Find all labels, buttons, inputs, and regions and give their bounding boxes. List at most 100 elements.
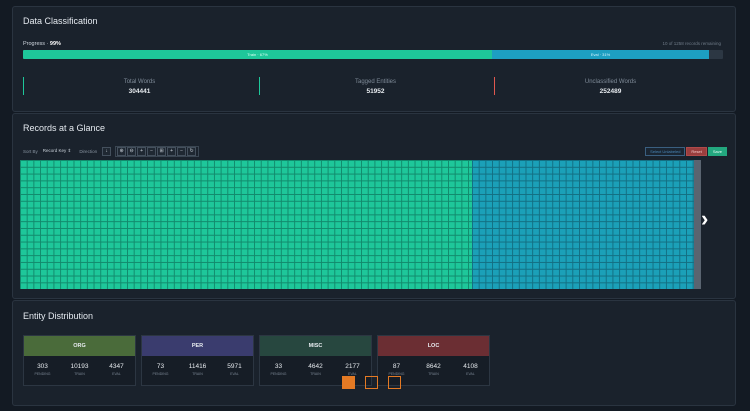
stat-value: 252489 bbox=[599, 88, 622, 95]
records-toolbar: Sort By Record Key ⇕ Direction ↓ ⊕ ⊖ + −… bbox=[23, 145, 200, 157]
entity-pagination bbox=[342, 376, 401, 389]
entity-distribution-panel: Entity Distribution ORG 303 PENDING 10193 TR… bbox=[12, 300, 736, 406]
records-grid[interactable] bbox=[20, 160, 705, 289]
entity-stat-value: 4642 bbox=[308, 363, 323, 370]
entity-stat-label: PENDING bbox=[34, 372, 51, 376]
entity-stat-label: TRAIN bbox=[192, 372, 203, 376]
sort-direction-icon[interactable]: ↓ bbox=[102, 146, 112, 156]
direction-label: Direction bbox=[79, 148, 98, 154]
entity-stat-value: 2177 bbox=[345, 363, 360, 370]
entity-stat: 4642 TRAIN bbox=[299, 363, 333, 376]
records-grid-scrollbar[interactable] bbox=[694, 160, 701, 289]
entity-card-header: ORG bbox=[24, 336, 135, 356]
records-panel: Records at a Glance Sort By Record Key ⇕… bbox=[12, 113, 736, 299]
sort-select[interactable]: Record Key ⇕ bbox=[42, 148, 72, 153]
entity-stat-value: 4108 bbox=[463, 363, 478, 370]
entity-card-header: PER bbox=[142, 336, 253, 356]
entity-stat-value: 33 bbox=[274, 363, 283, 370]
entity-stat-value: 11416 bbox=[188, 363, 207, 370]
entity-stat-label: PENDING bbox=[388, 372, 405, 376]
progress-bar-eval: Eval · 31% bbox=[492, 50, 709, 59]
entity-stat-label: TRAIN bbox=[428, 372, 439, 376]
entity-stat: 2177 EVAL bbox=[336, 363, 370, 376]
zoom-toolbar: ⊕ ⊖ + − ⊞ + − ↻ bbox=[115, 145, 200, 157]
entity-stat: 73 PENDING bbox=[144, 363, 178, 376]
zoom-in-icon[interactable]: ⊕ bbox=[117, 146, 127, 156]
entity-stat-value: 87 bbox=[392, 363, 401, 370]
expand-icon[interactable]: + bbox=[167, 146, 177, 156]
entity-cards: ORG 303 PENDING 10193 TRAIN 4347 EVAL PER 73 PEND… bbox=[23, 335, 490, 386]
word-stats: Total Words 304441 Tagged Entities 51952… bbox=[23, 77, 723, 101]
entity-stat: 303 PENDING bbox=[26, 363, 60, 376]
stat-total-words: Total Words 304441 bbox=[23, 77, 256, 101]
stat-indicator bbox=[494, 77, 495, 95]
entity-stat-value: 73 bbox=[156, 363, 165, 370]
entity-card-header: LOC bbox=[378, 336, 489, 356]
entity-stat-label: PENDING bbox=[270, 372, 287, 376]
entity-stat-label: EVAL bbox=[112, 372, 121, 376]
entity-stat-value: 4347 bbox=[109, 363, 124, 370]
decrease-icon[interactable]: − bbox=[147, 146, 157, 156]
entity-stat-label: TRAIN bbox=[74, 372, 85, 376]
zoom-out-icon[interactable]: ⊖ bbox=[127, 146, 137, 156]
entity-stat: 4108 EVAL bbox=[454, 363, 488, 376]
classification-title: Data Classification bbox=[23, 16, 98, 26]
entity-card-header: MISC bbox=[260, 336, 371, 356]
entity-stat: 87 PENDING bbox=[380, 363, 414, 376]
entity-stat: 5971 EVAL bbox=[218, 363, 252, 376]
entity-stat: 11416 TRAIN bbox=[181, 363, 215, 376]
save-button[interactable]: Save bbox=[707, 147, 727, 156]
entity-stat-label: EVAL bbox=[230, 372, 239, 376]
page-dot-1[interactable] bbox=[342, 376, 355, 389]
entity-card-per[interactable]: PER 73 PENDING 11416 TRAIN 5971 EVAL bbox=[141, 335, 254, 386]
stat-label: Tagged Entities bbox=[354, 79, 397, 85]
grid-icon[interactable]: ⊞ bbox=[157, 146, 167, 156]
records-title: Records at a Glance bbox=[23, 123, 106, 133]
entity-card-stats: 33 PENDING 4642 TRAIN 2177 EVAL bbox=[260, 356, 371, 376]
entity-card-stats: 73 PENDING 11416 TRAIN 5971 EVAL bbox=[142, 356, 253, 376]
records-grid-train[interactable] bbox=[20, 160, 472, 289]
records-grid-eval[interactable] bbox=[471, 160, 694, 289]
stat-value: 51952 bbox=[366, 88, 385, 95]
collapse-icon[interactable]: − bbox=[177, 146, 187, 156]
entity-stat-label: PENDING bbox=[152, 372, 169, 376]
entity-stat: 10193 TRAIN bbox=[63, 363, 97, 376]
records-remaining: 10 of 1258 records remaining bbox=[662, 41, 721, 46]
entity-card-stats: 87 PENDING 8642 TRAIN 4108 EVAL bbox=[378, 356, 489, 376]
records-actions: Select Unlabeled Reset Save bbox=[645, 147, 727, 156]
stat-tagged-entities: Tagged Entities 51952 bbox=[259, 77, 492, 101]
progress-bar: Train · 67% Eval · 31% bbox=[23, 50, 723, 59]
progress-bar-train: Train · 67% bbox=[23, 50, 492, 59]
page-dot-3[interactable] bbox=[388, 376, 401, 389]
entity-stat-value: 5971 bbox=[227, 363, 242, 370]
entity-stat-value: 8642 bbox=[426, 363, 441, 370]
entity-stat: 8642 TRAIN bbox=[417, 363, 451, 376]
progress-label: Progress · 99% bbox=[23, 41, 61, 47]
stat-indicator bbox=[23, 77, 24, 95]
entity-card-org[interactable]: ORG 303 PENDING 10193 TRAIN 4347 EVAL bbox=[23, 335, 136, 386]
entity-stat-value: 10193 bbox=[70, 363, 89, 370]
sort-label: Sort By bbox=[23, 148, 38, 154]
progress-value: 99% bbox=[49, 41, 61, 47]
stat-label: Total Words bbox=[123, 79, 156, 85]
data-classification-panel: Data Classification Progress · 99% 10 of… bbox=[12, 6, 736, 112]
stat-indicator bbox=[259, 77, 260, 95]
increase-icon[interactable]: + bbox=[137, 146, 147, 156]
entity-stat: 4347 EVAL bbox=[100, 363, 134, 376]
entity-stat-label: EVAL bbox=[348, 372, 357, 376]
entity-card-loc[interactable]: LOC 87 PENDING 8642 TRAIN 4108 EVAL bbox=[377, 335, 490, 386]
entity-stat-label: EVAL bbox=[466, 372, 475, 376]
stat-value: 304441 bbox=[128, 88, 151, 95]
entity-stat-value: 303 bbox=[37, 363, 48, 370]
page-dot-2[interactable] bbox=[365, 376, 378, 389]
reset-button[interactable]: Reset bbox=[686, 147, 707, 156]
next-arrow-icon[interactable]: › bbox=[701, 206, 709, 231]
stat-unclassified-words: Unclassified Words 252489 bbox=[494, 77, 727, 101]
entity-stat-label: TRAIN bbox=[310, 372, 321, 376]
refresh-icon[interactable]: ↻ bbox=[187, 146, 197, 156]
entity-title: Entity Distribution bbox=[23, 311, 94, 321]
entity-stat: 33 PENDING bbox=[262, 363, 296, 376]
entity-card-stats: 303 PENDING 10193 TRAIN 4347 EVAL bbox=[24, 356, 135, 376]
select-unlabeled-button[interactable]: Select Unlabeled bbox=[645, 147, 686, 156]
stat-label: Unclassified Words bbox=[584, 79, 637, 85]
